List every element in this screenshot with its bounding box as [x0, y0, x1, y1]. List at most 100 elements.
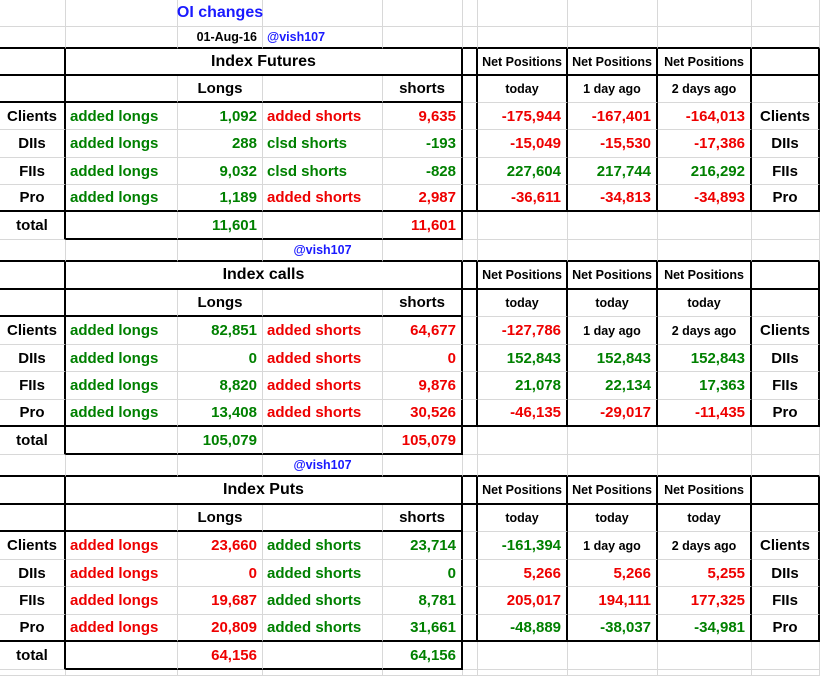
net-subheader-cell[interactable]: 2 days ago — [658, 532, 752, 560]
added-shorts-cell[interactable]: added shorts — [263, 615, 383, 642]
net-value-cell[interactable]: 5,255 — [658, 560, 752, 587]
shorts-value-cell[interactable]: 64,677 — [383, 317, 463, 345]
row-label-cell[interactable]: DIIs — [0, 130, 66, 158]
right-label-cell[interactable]: Pro — [752, 185, 820, 212]
net-value-cell[interactable]: -15,049 — [478, 130, 568, 158]
total-label-cell[interactable]: total — [0, 212, 66, 240]
row-label-cell[interactable]: DIIs — [0, 560, 66, 587]
net-value-cell[interactable]: -34,893 — [658, 185, 752, 212]
right-label-cell[interactable]: DIIs — [752, 130, 820, 158]
row-label-cell[interactable]: Pro — [0, 185, 66, 212]
added-shorts-cell[interactable]: added shorts — [263, 345, 383, 372]
shorts-value-cell[interactable]: -193 — [383, 130, 463, 158]
net-value-cell[interactable]: -164,013 — [658, 103, 752, 130]
added-shorts-cell[interactable]: added shorts — [263, 587, 383, 615]
right-label-cell[interactable]: Clients — [752, 317, 820, 345]
right-label-cell[interactable]: Clients — [752, 103, 820, 130]
row-label-cell[interactable]: FIIs — [0, 587, 66, 615]
added-shorts-cell[interactable]: clsd shorts — [263, 130, 383, 158]
shorts-value-cell[interactable]: 2,987 — [383, 185, 463, 212]
added-longs-cell[interactable]: added longs — [66, 615, 178, 642]
net-value-cell[interactable]: 152,843 — [568, 345, 658, 372]
row-label-cell[interactable]: Clients — [0, 532, 66, 560]
added-longs-cell[interactable]: added longs — [66, 185, 178, 212]
shorts-value-cell[interactable]: -828 — [383, 158, 463, 185]
right-label-cell[interactable]: Pro — [752, 615, 820, 642]
longs-value-cell[interactable]: 20,809 — [178, 615, 263, 642]
net-value-cell[interactable]: 216,292 — [658, 158, 752, 185]
net-value-cell[interactable]: -17,386 — [658, 130, 752, 158]
row-label-cell[interactable]: Clients — [0, 103, 66, 130]
total-longs-value[interactable]: 64,156 — [178, 642, 263, 670]
longs-value-cell[interactable]: 1,092 — [178, 103, 263, 130]
net-value-cell[interactable]: -127,786 — [478, 317, 568, 345]
added-shorts-cell[interactable]: added shorts — [263, 185, 383, 212]
row-label-cell[interactable]: Clients — [0, 317, 66, 345]
net-value-cell[interactable]: -34,813 — [568, 185, 658, 212]
total-label-cell[interactable]: total — [0, 427, 66, 455]
net-value-cell[interactable]: 22,134 — [568, 372, 658, 400]
net-value-cell[interactable]: 194,111 — [568, 587, 658, 615]
shorts-value-cell[interactable]: 0 — [383, 345, 463, 372]
shorts-value-cell[interactable]: 31,661 — [383, 615, 463, 642]
total-shorts-value[interactable]: 105,079 — [383, 427, 463, 455]
longs-value-cell[interactable]: 8,820 — [178, 372, 263, 400]
right-label-cell[interactable]: DIIs — [752, 560, 820, 587]
net-value-cell[interactable]: -29,017 — [568, 400, 658, 427]
shorts-value-cell[interactable]: 9,635 — [383, 103, 463, 130]
net-subheader-cell[interactable]: 1 day ago — [568, 317, 658, 345]
net-value-cell[interactable]: -34,981 — [658, 615, 752, 642]
shorts-value-cell[interactable]: 23,714 — [383, 532, 463, 560]
added-longs-cell[interactable]: added longs — [66, 372, 178, 400]
right-label-cell[interactable]: DIIs — [752, 345, 820, 372]
net-value-cell[interactable]: 205,017 — [478, 587, 568, 615]
net-value-cell[interactable]: 21,078 — [478, 372, 568, 400]
added-longs-cell[interactable]: added longs — [66, 345, 178, 372]
net-value-cell[interactable]: 5,266 — [568, 560, 658, 587]
added-shorts-cell[interactable]: added shorts — [263, 317, 383, 345]
row-label-cell[interactable]: Pro — [0, 615, 66, 642]
shorts-value-cell[interactable]: 8,781 — [383, 587, 463, 615]
longs-value-cell[interactable]: 9,032 — [178, 158, 263, 185]
net-value-cell[interactable]: 17,363 — [658, 372, 752, 400]
row-label-cell[interactable]: DIIs — [0, 345, 66, 372]
longs-value-cell[interactable]: 23,660 — [178, 532, 263, 560]
net-value-cell[interactable]: -161,394 — [478, 532, 568, 560]
net-subheader-cell[interactable]: 1 day ago — [568, 532, 658, 560]
net-value-cell[interactable]: 152,843 — [478, 345, 568, 372]
added-longs-cell[interactable]: added longs — [66, 532, 178, 560]
added-shorts-cell[interactable]: clsd shorts — [263, 158, 383, 185]
longs-value-cell[interactable]: 288 — [178, 130, 263, 158]
right-label-cell[interactable]: FIIs — [752, 587, 820, 615]
added-shorts-cell[interactable]: added shorts — [263, 400, 383, 427]
added-longs-cell[interactable]: added longs — [66, 560, 178, 587]
right-label-cell[interactable]: FIIs — [752, 372, 820, 400]
added-longs-cell[interactable]: added longs — [66, 158, 178, 185]
total-label-cell[interactable]: total — [0, 642, 66, 670]
net-value-cell[interactable]: -167,401 — [568, 103, 658, 130]
net-value-cell[interactable]: 227,604 — [478, 158, 568, 185]
net-value-cell[interactable]: -38,037 — [568, 615, 658, 642]
total-shorts-value[interactable]: 11,601 — [383, 212, 463, 240]
net-value-cell[interactable]: 5,266 — [478, 560, 568, 587]
total-longs-value[interactable]: 11,601 — [178, 212, 263, 240]
net-value-cell[interactable]: 152,843 — [658, 345, 752, 372]
added-longs-cell[interactable]: added longs — [66, 317, 178, 345]
added-shorts-cell[interactable]: added shorts — [263, 103, 383, 130]
longs-value-cell[interactable]: 82,851 — [178, 317, 263, 345]
net-value-cell[interactable]: 177,325 — [658, 587, 752, 615]
shorts-value-cell[interactable]: 9,876 — [383, 372, 463, 400]
net-value-cell[interactable]: -48,889 — [478, 615, 568, 642]
right-label-cell[interactable]: FIIs — [752, 158, 820, 185]
longs-value-cell[interactable]: 0 — [178, 560, 263, 587]
longs-value-cell[interactable]: 19,687 — [178, 587, 263, 615]
shorts-value-cell[interactable]: 0 — [383, 560, 463, 587]
added-shorts-cell[interactable]: added shorts — [263, 532, 383, 560]
row-label-cell[interactable]: FIIs — [0, 372, 66, 400]
shorts-value-cell[interactable]: 30,526 — [383, 400, 463, 427]
added-longs-cell[interactable]: added longs — [66, 130, 178, 158]
net-value-cell[interactable]: -46,135 — [478, 400, 568, 427]
longs-value-cell[interactable]: 1,189 — [178, 185, 263, 212]
added-longs-cell[interactable]: added longs — [66, 400, 178, 427]
added-longs-cell[interactable]: added longs — [66, 103, 178, 130]
